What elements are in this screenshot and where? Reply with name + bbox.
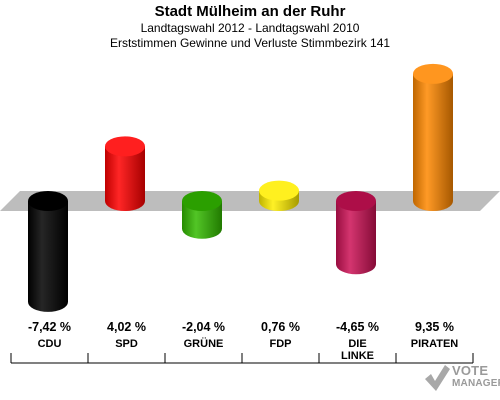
category-label-0: CDU [37, 338, 62, 350]
value-label-4: -4,65 % [335, 320, 380, 334]
bar-cap-1 [105, 136, 145, 157]
value-label-1: 4,02 % [107, 320, 146, 334]
checkmark-icon [425, 365, 450, 391]
value-label-5: 9,35 % [415, 320, 454, 334]
bar-5 [413, 73, 453, 211]
bar-cap-5 [413, 63, 453, 84]
bar-0 [28, 201, 68, 312]
chart-subtitle-2: Erststimmen Gewinne und Verluste Stimmbe… [109, 36, 391, 50]
category-label-1: SPD [115, 338, 138, 350]
bar-1 [105, 146, 145, 211]
chart-header: Stadt Mülheim an der Ruhr Landtagswahl 2… [0, 3, 500, 51]
category-axis [10, 353, 474, 364]
value-label-3: 0,76 % [261, 320, 300, 334]
value-label-2: -2,04 % [181, 320, 226, 334]
bar-cap-2 [182, 191, 222, 211]
bar-cap-3 [259, 180, 299, 201]
category-label-2: GRÜNE [183, 338, 224, 350]
category-label-4: DIE LINKE [341, 338, 374, 362]
bar-cap-4 [336, 191, 376, 211]
bar-group [28, 63, 453, 312]
bar-cap-0 [28, 191, 68, 211]
value-label-0: -7,42 % [27, 320, 72, 334]
chart-title: Stadt Mülheim an der Ruhr [154, 3, 346, 20]
bar-4 [336, 201, 376, 275]
vote-manager-logo: VOTE MANAGER [422, 362, 500, 396]
logo-text: VOTE MANAGER [452, 363, 500, 390]
category-label-5: PIRATEN [410, 338, 459, 350]
bar-2 [182, 201, 222, 239]
logo-line-1: VOTE [452, 363, 489, 378]
logo-line-2: MANAGER [452, 378, 500, 389]
category-label-3: FDP [269, 338, 292, 350]
chart-subtitle-1: Landtagswahl 2012 - Landtagswahl 2010 [140, 21, 360, 35]
